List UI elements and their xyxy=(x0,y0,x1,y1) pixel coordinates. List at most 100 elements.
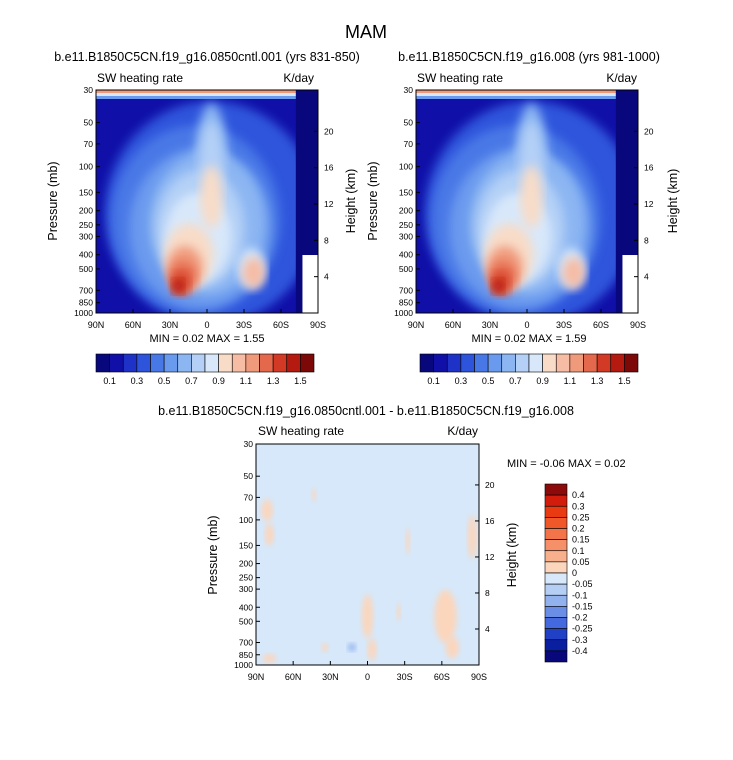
colorbar: 0.1 0.3 0.5 0.7 0.9 1.1 1.3 1.5 xyxy=(419,353,639,386)
colorbar-label: -0.2 xyxy=(572,613,588,623)
y-axis-label: Pressure (mb) xyxy=(206,515,220,594)
y-tick-label: 50 xyxy=(84,117,94,127)
colorbar-label: 1.3 xyxy=(267,376,280,386)
x-tick-label: 30N xyxy=(162,320,179,330)
x-tick-label: 0 xyxy=(204,320,209,330)
colorbar-swatch xyxy=(583,353,598,373)
colorbar-label: 1.5 xyxy=(294,376,307,386)
colorbar-swatch xyxy=(109,353,124,373)
colorbar-swatch xyxy=(544,528,568,540)
y-tick-label: 850 xyxy=(239,650,253,660)
colorbar-swatch xyxy=(474,353,489,373)
y-right-tick-label: 8 xyxy=(485,588,490,598)
colorbar-label: 1.1 xyxy=(564,376,577,386)
colorbar-label: 0.9 xyxy=(212,376,225,386)
colorbar-swatch xyxy=(544,505,568,518)
colorbar-swatch xyxy=(544,550,568,563)
colorbar-label: 0.7 xyxy=(185,376,198,386)
y-tick-label: 850 xyxy=(399,298,413,308)
x-tick-label: 60S xyxy=(273,320,289,330)
y-tick-label: 1000 xyxy=(74,308,93,318)
y-right-tick-label: 20 xyxy=(324,126,334,136)
colorbar-label: -0.05 xyxy=(572,579,593,589)
y-axis-right-label: Height (km) xyxy=(344,169,358,234)
colorbar-swatch xyxy=(544,494,568,507)
y-right-tick-label: 4 xyxy=(324,272,329,282)
colorbar-swatch xyxy=(460,353,475,373)
y-axis-right-label: Height (km) xyxy=(666,169,680,234)
contour-region xyxy=(405,527,410,555)
colorbar-swatch xyxy=(95,353,110,373)
y-tick-label: 50 xyxy=(244,471,254,481)
x-tick-label: 30N xyxy=(322,672,339,682)
x-tick-label: 30S xyxy=(556,320,572,330)
colorbar-label: 0.25 xyxy=(572,512,590,522)
y-right-tick-label: 4 xyxy=(644,272,649,282)
x-tick-label: 60N xyxy=(445,320,462,330)
contour-region xyxy=(367,638,377,661)
colorbar-label: 1.1 xyxy=(240,376,253,386)
colorbar-swatch xyxy=(177,353,192,373)
y-tick-label: 250 xyxy=(79,220,93,230)
strat-band xyxy=(416,90,616,93)
x-tick-label: 60S xyxy=(593,320,609,330)
colorbar-label: 0.3 xyxy=(131,376,144,386)
colorbar-swatch xyxy=(163,353,179,373)
contour-region xyxy=(562,257,585,289)
contour-region xyxy=(434,589,457,643)
colorbar-swatch xyxy=(231,353,247,373)
colorbar: 0.40.30.25 0.20.150.10.050-0.05-0.1-0.15 -… xyxy=(544,483,593,663)
y-tick-label: 70 xyxy=(404,139,414,149)
topography-mask xyxy=(622,255,638,313)
colorbar-swatch xyxy=(544,594,568,607)
contour-region xyxy=(396,603,401,621)
colorbar-swatch xyxy=(191,353,206,373)
y-tick-label: 850 xyxy=(79,298,93,308)
y-tick-label: 70 xyxy=(244,492,254,502)
colorbar-swatch xyxy=(487,353,503,373)
colorbar-swatch xyxy=(245,353,260,373)
colorbar-swatch xyxy=(544,539,568,552)
y-axis-label: Pressure (mb) xyxy=(366,161,380,240)
y-tick-label: 700 xyxy=(399,285,413,295)
y-tick-label: 200 xyxy=(399,206,413,216)
panel-control: b.e11.B1850C5CN.f19_g16.0850cntl.001 (yr… xyxy=(46,50,360,386)
contour-region xyxy=(347,643,356,652)
colorbar-label: -0.15 xyxy=(572,601,593,611)
panel-title: b.e11.B1850C5CN.f19_g16.0850cntl.001 (yr… xyxy=(54,50,360,64)
colorbar-swatch xyxy=(259,353,274,373)
contour-region xyxy=(262,653,277,663)
colorbar: 0.1 0.3 0.5 0.7 0.9 1.1 1.3 1.5 xyxy=(95,353,315,386)
x-tick-label: 60N xyxy=(285,672,302,682)
x-tick-label: 30N xyxy=(482,320,499,330)
min-max-stats: MIN = 0.02 MAX = 1.59 xyxy=(472,333,587,345)
colorbar-swatch xyxy=(218,353,233,373)
y-right-tick-label: 12 xyxy=(644,199,654,209)
colorbar-swatch xyxy=(544,617,568,629)
contour-region xyxy=(492,279,504,293)
y-tick-label: 100 xyxy=(79,162,93,172)
axes: 90N 60N 30N 0 30S 60S 90S 30 50 70 100 150 200 250300… xyxy=(394,85,654,330)
topography-mask xyxy=(302,255,318,313)
y-tick-label: 400 xyxy=(79,250,93,260)
y-right-tick-label: 20 xyxy=(485,480,495,490)
colorbar-swatch xyxy=(542,353,557,373)
x-tick-label: 30S xyxy=(236,320,252,330)
min-max-stats: MIN = -0.06 MAX = 0.02 xyxy=(507,458,626,470)
y-tick-label: 400 xyxy=(399,250,413,260)
contour-region xyxy=(172,279,184,293)
contour-region xyxy=(261,499,273,522)
panel-difference: b.e11.B1850C5CN.f19_g16.0850cntl.001 - b… xyxy=(158,404,626,682)
colorbar-swatch xyxy=(544,572,568,585)
colorbar-swatch xyxy=(122,353,138,373)
colorbar-label: 0.9 xyxy=(536,376,549,386)
colorbar-swatch xyxy=(544,639,568,652)
right-string: K/day xyxy=(447,424,478,438)
colorbar-label: 0.4 xyxy=(572,490,585,500)
colorbar-label: 0.15 xyxy=(572,535,590,545)
strat-band xyxy=(416,93,616,96)
colorbar-swatch xyxy=(286,353,301,373)
y-right-tick-label: 16 xyxy=(485,516,495,526)
colorbar-swatch xyxy=(501,353,516,373)
right-string: K/day xyxy=(283,71,314,85)
